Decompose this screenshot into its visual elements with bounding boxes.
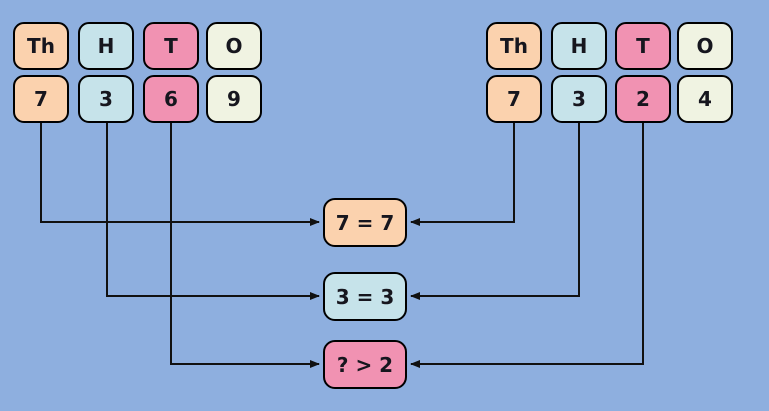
right-header-ones: O — [677, 22, 733, 70]
left-digit-thousands: 7 — [13, 75, 69, 123]
left-header-hundreds: H — [78, 22, 134, 70]
arrow-left-tens — [170, 120, 320, 368]
right-digit-ones: 4 — [677, 75, 733, 123]
arrow-left-thousands — [40, 120, 320, 226]
arrow-right-tens — [410, 120, 644, 368]
left-digit-ones: 9 — [206, 75, 262, 123]
comparison-box-tens: ? > 2 — [323, 340, 407, 389]
arrow-right-hundreds — [410, 120, 580, 300]
arrow-right-thousands — [410, 120, 515, 226]
comparison-box-thousands: 7 = 7 — [323, 198, 407, 247]
comparison-box-hundreds: 3 = 3 — [323, 272, 407, 321]
right-digit-thousands: 7 — [486, 75, 542, 123]
right-header-thousands: Th — [486, 22, 542, 70]
left-header-tens: T — [143, 22, 199, 70]
right-digit-hundreds: 3 — [551, 75, 607, 123]
right-header-hundreds: H — [551, 22, 607, 70]
left-digit-hundreds: 3 — [78, 75, 134, 123]
right-header-tens: T — [615, 22, 671, 70]
right-digit-tens: 2 — [615, 75, 671, 123]
left-digit-tens: 6 — [143, 75, 199, 123]
left-header-thousands: Th — [13, 22, 69, 70]
arrow-left-hundreds — [106, 120, 320, 300]
left-header-ones: O — [206, 22, 262, 70]
